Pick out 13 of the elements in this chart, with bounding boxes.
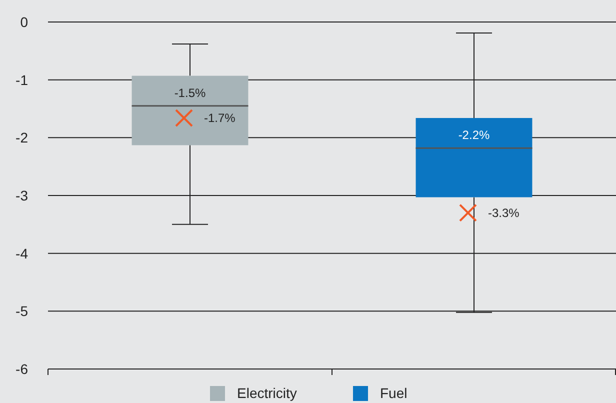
y-tick-label: -6 <box>16 361 28 377</box>
y-tick-label: -4 <box>16 245 28 262</box>
y-tick-label: -5 <box>16 303 28 320</box>
y-tick-label: -1 <box>16 72 28 88</box>
annotation: -3.3% <box>488 206 520 220</box>
legend-label: Fuel <box>380 385 408 401</box>
annotation: -2.2% <box>458 128 490 142</box>
annotation: -1.7% <box>204 111 236 126</box>
legend-label: Electricity <box>237 385 297 401</box>
y-tick-label: -2 <box>16 130 28 146</box>
annotation: -1.5% <box>174 86 206 100</box>
y-tick-label: -3 <box>16 188 28 204</box>
y-tick-label: 0 <box>20 14 28 30</box>
